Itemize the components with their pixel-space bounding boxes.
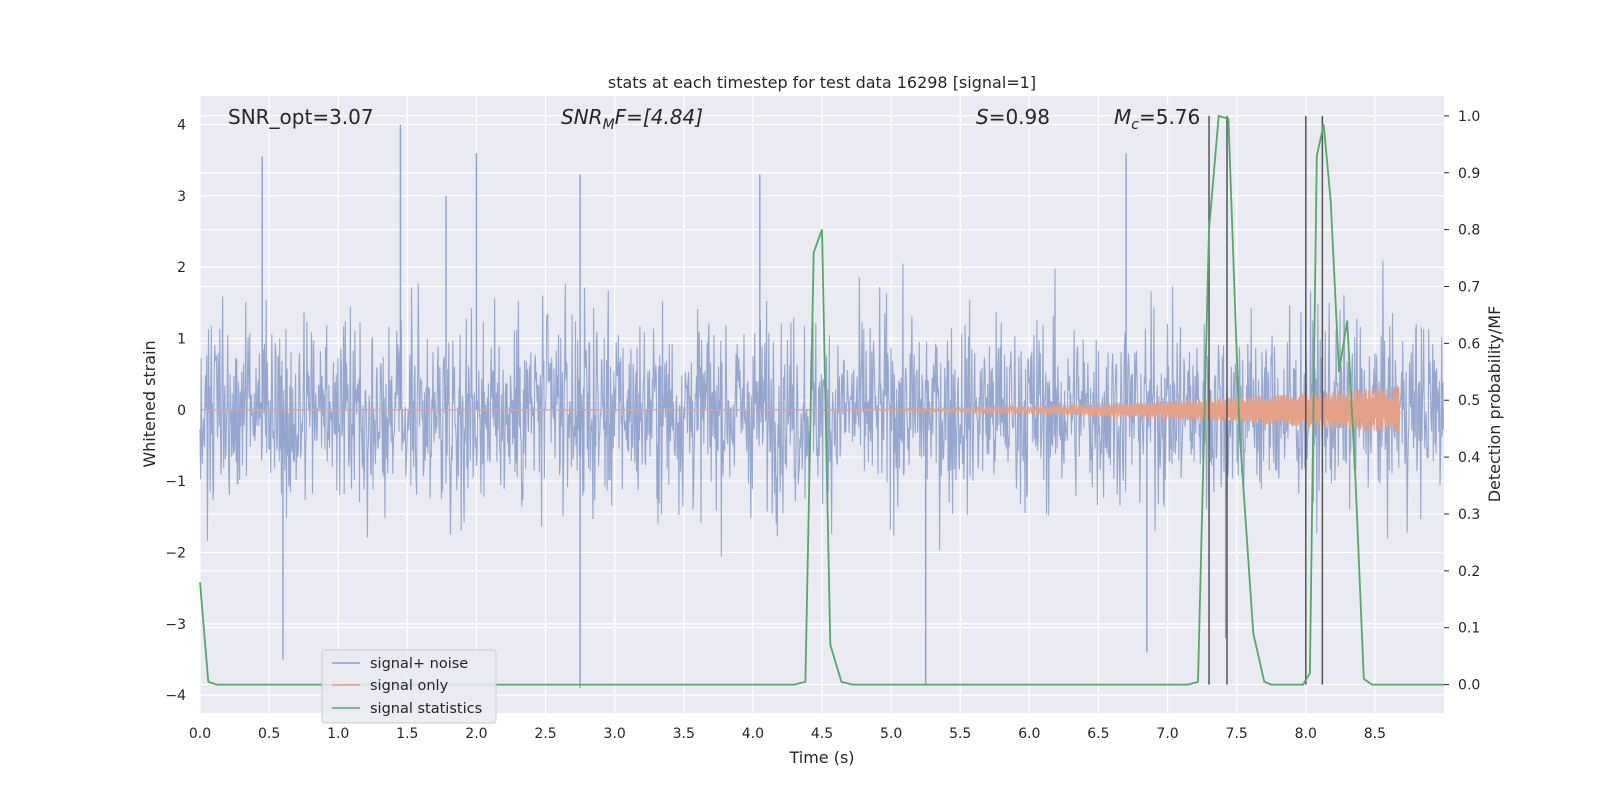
x-tick-label: 8.0 — [1295, 726, 1317, 742]
s-main: S — [976, 105, 989, 129]
y-tick-label-right: 0.4 — [1458, 450, 1480, 466]
s-tail: =0.98 — [989, 105, 1050, 129]
y-tick-label-right: 0.8 — [1458, 223, 1480, 239]
y-axis-label-left: Whitened strain — [140, 340, 159, 467]
y-tick-labels-right: 1.0 0.9 0.8 0.7 0.6 0.5 0.4 0.3 0.2 0.1 0.0 — [1444, 109, 1480, 694]
x-tick-label: 4.0 — [742, 726, 764, 742]
y-tick-label-left: 3 — [177, 189, 186, 205]
x-tick-label: 5.5 — [949, 726, 971, 742]
legend-box — [321, 649, 497, 724]
x-tick-label: 6.5 — [1087, 726, 1109, 742]
mc-annotation: Mc=5.76 — [1114, 105, 1200, 133]
x-axis-label: Time (s) — [788, 748, 854, 767]
chart-title: stats at each timestep for test data 162… — [608, 73, 1036, 92]
y-tick-label-left: 0 — [177, 403, 186, 419]
legend-label-signal-statistics: signal statistics — [370, 701, 482, 717]
x-tick-label: 0.5 — [258, 726, 280, 742]
signal-statistics-series — [199, 114, 1444, 686]
x-tick-label: 6.0 — [1018, 726, 1040, 742]
y-tick-label-left: −3 — [165, 617, 186, 633]
y-tick-label-right: 1.0 — [1458, 109, 1480, 125]
y-tick-label-left: 1 — [177, 332, 186, 348]
signal-only-chirp — [739, 386, 1401, 433]
y-tick-label-right: 0.2 — [1458, 564, 1480, 580]
x-tick-label: 1.5 — [396, 726, 418, 742]
x-tick-label: 1.0 — [327, 726, 349, 742]
signal-statistics-line — [199, 114, 1444, 686]
snr-mf-tail: F=[4.84] — [615, 105, 703, 129]
y-tick-label-right: 0.6 — [1458, 336, 1480, 352]
y-tick-label-right: 0.5 — [1458, 393, 1480, 409]
x-tick-label: 0.0 — [189, 726, 211, 742]
y-tick-label-left: −1 — [165, 474, 186, 490]
x-tick-labels: 0.0 0.5 1.0 1.5 2.0 2.5 3.0 3.5 4.0 4.5 5.0 5.5 6.0 6… — [189, 726, 1386, 742]
x-tick-label: 3.0 — [604, 726, 626, 742]
mc-tail: =5.76 — [1139, 105, 1200, 129]
mc-main: M — [1114, 105, 1131, 129]
x-tick-label: 5.0 — [880, 726, 902, 742]
signal-only-series — [200, 386, 1401, 433]
x-tick-label: 4.5 — [811, 726, 833, 742]
y-axis-label-right: Detection probability/MF — [1485, 306, 1504, 503]
y-tick-labels-left: 4 3 2 1 0 −1 −2 −3 −4 — [165, 118, 186, 705]
x-tick-label: 2.0 — [465, 726, 487, 742]
x-tick-label: 7.0 — [1156, 726, 1178, 742]
snr-mf-sub: M — [603, 117, 615, 133]
y-tick-label-right: 0.1 — [1458, 621, 1480, 637]
snr-opt-annotation: SNR_opt=3.07 — [228, 105, 374, 129]
x-tick-label: 7.5 — [1226, 726, 1248, 742]
s-annotation: S=0.98 — [976, 105, 1050, 129]
legend-label-signal-noise: signal+ noise — [370, 656, 468, 672]
y-tick-label-right: 0.7 — [1458, 280, 1480, 296]
snr-mf-annotation: SNRMF=[4.84] — [561, 105, 703, 133]
x-tick-label: 2.5 — [534, 726, 556, 742]
snr-mf-main: SNR — [561, 105, 603, 129]
y-tick-label-left: −2 — [165, 546, 186, 562]
y-tick-label-right: 0.9 — [1458, 166, 1480, 182]
y-tick-label-left: −4 — [165, 688, 186, 704]
mc-sub: c — [1131, 117, 1139, 133]
y-tick-label-right: 0.3 — [1458, 507, 1480, 523]
x-tick-label: 8.5 — [1364, 726, 1386, 742]
y-tick-label-left: 2 — [177, 260, 186, 276]
legend: signal+ noise signal only signal statist… — [321, 649, 497, 724]
legend-label-signal-only: signal only — [370, 678, 449, 694]
signal-noise-series — [199, 124, 1445, 689]
y-tick-label-left: 4 — [177, 118, 186, 134]
x-tick-label: 3.5 — [673, 726, 695, 742]
vertical-markers — [1208, 115, 1324, 685]
y-tick-label-right: 0.0 — [1458, 678, 1480, 694]
